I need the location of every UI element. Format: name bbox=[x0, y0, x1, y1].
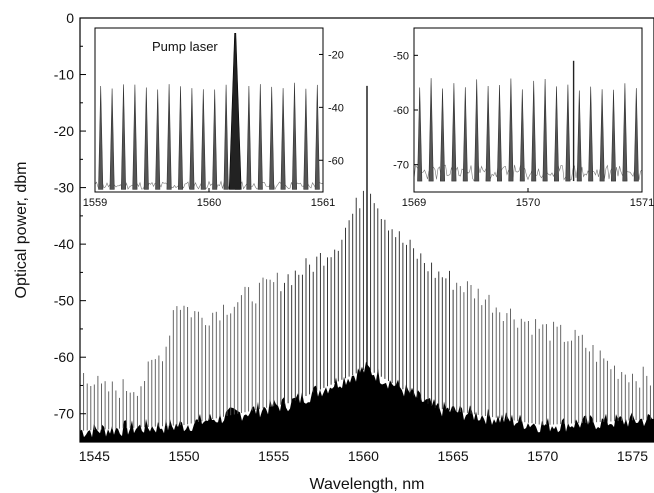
inset-pump-peak bbox=[228, 32, 242, 190]
inset-comb-peak bbox=[291, 82, 298, 190]
inset-x-tick-label: 1561 bbox=[311, 197, 335, 209]
pump-laser-annotation: Pump laser bbox=[152, 39, 218, 54]
inset-comb-peak bbox=[314, 84, 320, 190]
inset-comb-peak bbox=[519, 89, 525, 182]
inset-comb-peak bbox=[269, 86, 275, 190]
main-x-axis-title: Wavelength, nm bbox=[309, 476, 424, 493]
inset-comb-peak bbox=[143, 87, 149, 190]
y-tick-label: -50 bbox=[54, 293, 74, 309]
inset-y-tick-label: -60 bbox=[328, 155, 344, 167]
main-x-axis: 1545 1550 1555 1560 1565 1570 1575 bbox=[79, 436, 651, 464]
inset-comb-peak bbox=[439, 88, 446, 182]
inset-comb-peak bbox=[508, 78, 514, 182]
inset-comb-peak bbox=[98, 85, 104, 190]
inset-comb-peak bbox=[553, 86, 560, 182]
left-inset-series bbox=[94, 32, 324, 191]
right-inset-x-axis: 1569 1570 1571 bbox=[402, 188, 654, 209]
inset-comb-peak bbox=[588, 86, 594, 182]
inset-comb-peak bbox=[246, 85, 252, 190]
inset-y-tick-label: -70 bbox=[393, 160, 409, 172]
inset-comb-peak bbox=[120, 84, 127, 190]
inset-comb-peak bbox=[155, 89, 161, 190]
y-tick-label: -10 bbox=[54, 67, 74, 83]
inset-comb-peak bbox=[200, 89, 206, 190]
x-tick-label: 1555 bbox=[258, 448, 289, 464]
inset-y-tick-label: -50 bbox=[393, 50, 409, 62]
inset-comb-peak bbox=[462, 87, 468, 182]
x-tick-label: 1560 bbox=[348, 448, 379, 464]
x-tick-label: 1565 bbox=[438, 448, 469, 464]
inset-comb-peak bbox=[303, 88, 309, 190]
left-inset-x-axis: 1559 1560 1561 bbox=[83, 188, 335, 209]
inset-comb-peak bbox=[132, 84, 138, 190]
inset-comb-peak bbox=[428, 78, 434, 182]
noise-floor-band bbox=[80, 361, 654, 442]
y-tick-label: 0 bbox=[66, 10, 74, 26]
y-tick-label: -60 bbox=[54, 349, 74, 365]
x-tick-label: 1575 bbox=[617, 448, 648, 464]
inset-comb-peak bbox=[474, 79, 480, 182]
inset-comb-peak bbox=[109, 88, 115, 190]
inset-comb-peak bbox=[531, 80, 537, 182]
inset-comb-peak bbox=[166, 84, 172, 190]
inset-comb-peak bbox=[485, 85, 491, 182]
inset-comb-peak bbox=[189, 88, 195, 190]
inset-comb-peak bbox=[622, 83, 628, 182]
inset-y-tick-label: -20 bbox=[328, 49, 344, 61]
right-inset: 1569 1570 1571 -50 -60 -70 bbox=[393, 27, 654, 209]
inset-x-tick-label: 1571 bbox=[630, 197, 654, 209]
inset-comb-peak bbox=[610, 89, 617, 182]
inset-y-tick-label: -60 bbox=[393, 105, 409, 117]
main-y-axis: 0 -10 -20 -30 -40 -50 -60 -70 bbox=[54, 10, 86, 443]
right-inset-y-axis: -50 -60 -70 bbox=[393, 50, 418, 172]
left-inset-y-axis: -20 -40 -60 bbox=[319, 49, 344, 167]
inset-comb-peak bbox=[223, 84, 229, 190]
main-plot-frame bbox=[79, 17, 654, 443]
y-tick-label: -30 bbox=[54, 180, 74, 196]
y-tick-label: -20 bbox=[54, 123, 74, 139]
inset-comb-peak bbox=[633, 88, 639, 182]
right-inset-series bbox=[413, 60, 643, 182]
x-tick-label: 1570 bbox=[527, 448, 558, 464]
main-comb-series bbox=[79, 85, 654, 442]
inset-comb-peak bbox=[417, 87, 423, 182]
x-tick-label: 1550 bbox=[168, 448, 199, 464]
inset-comb-peak bbox=[280, 88, 286, 190]
inset-comb-peak bbox=[496, 84, 503, 182]
inset-comb-peak bbox=[212, 89, 218, 190]
inset-comb-peak bbox=[451, 83, 457, 182]
inset-comb-peak bbox=[177, 86, 184, 190]
inset-x-tick-label: 1560 bbox=[197, 197, 221, 209]
y-tick-label: -70 bbox=[54, 406, 74, 422]
inset-y-tick-label: -40 bbox=[328, 102, 344, 114]
main-plot: 1545 1550 1555 1560 1565 1570 1575 0 -10 -20 -30 -… bbox=[13, 10, 654, 493]
x-tick-label: 1545 bbox=[79, 448, 110, 464]
inset-comb-peak bbox=[565, 84, 571, 182]
inset-comb-peak bbox=[599, 89, 605, 182]
inset-comb-peak bbox=[542, 78, 548, 182]
main-y-axis-title: Optical power, dbm bbox=[13, 162, 30, 299]
y-tick-label: -40 bbox=[54, 236, 74, 252]
inset-x-tick-label: 1570 bbox=[516, 197, 540, 209]
inset-x-tick-label: 1569 bbox=[402, 197, 426, 209]
left-inset: 1559 1560 1561 -20 -40 -60 Pump laser bbox=[83, 27, 344, 209]
inset-x-tick-label: 1559 bbox=[83, 197, 107, 209]
inset-comb-peak bbox=[576, 90, 582, 182]
inset-comb-peak bbox=[257, 84, 263, 190]
